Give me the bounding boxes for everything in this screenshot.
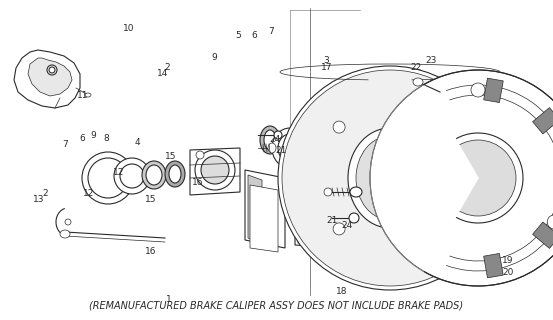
- Ellipse shape: [142, 161, 166, 189]
- Text: 23: 23: [426, 56, 437, 65]
- Text: 16: 16: [192, 178, 204, 187]
- Ellipse shape: [49, 67, 55, 73]
- Ellipse shape: [349, 213, 359, 223]
- Ellipse shape: [82, 152, 134, 204]
- Ellipse shape: [308, 128, 352, 176]
- Text: 2: 2: [43, 189, 48, 198]
- Polygon shape: [28, 58, 72, 96]
- Text: 16: 16: [145, 247, 156, 256]
- Ellipse shape: [435, 223, 447, 235]
- Ellipse shape: [547, 215, 553, 229]
- Ellipse shape: [278, 66, 502, 290]
- Polygon shape: [533, 222, 553, 248]
- Text: 8: 8: [104, 134, 109, 143]
- Text: 15: 15: [165, 152, 176, 161]
- Ellipse shape: [274, 131, 282, 139]
- Ellipse shape: [471, 83, 485, 97]
- Text: 7: 7: [268, 28, 274, 36]
- Ellipse shape: [195, 150, 235, 190]
- Polygon shape: [533, 108, 553, 134]
- Ellipse shape: [435, 121, 447, 133]
- Ellipse shape: [88, 158, 128, 198]
- Polygon shape: [298, 172, 315, 246]
- Text: 21: 21: [275, 146, 286, 155]
- Text: 9: 9: [90, 131, 96, 140]
- Ellipse shape: [290, 128, 330, 172]
- Text: 24: 24: [270, 135, 281, 144]
- Text: 22: 22: [410, 63, 421, 72]
- Text: 3: 3: [324, 56, 329, 65]
- Ellipse shape: [196, 151, 204, 159]
- Ellipse shape: [440, 140, 516, 216]
- Text: 6: 6: [252, 31, 257, 40]
- Text: 6: 6: [79, 134, 85, 143]
- Text: 9: 9: [212, 53, 217, 62]
- Text: 2: 2: [164, 63, 170, 72]
- Text: 17: 17: [321, 63, 332, 72]
- Ellipse shape: [348, 128, 432, 228]
- Text: 4: 4: [134, 138, 140, 147]
- Ellipse shape: [356, 136, 424, 220]
- Text: 15: 15: [145, 196, 156, 204]
- Wedge shape: [372, 86, 478, 270]
- Ellipse shape: [324, 188, 332, 196]
- Ellipse shape: [395, 215, 409, 229]
- Text: 5: 5: [235, 31, 241, 40]
- Text: 21: 21: [326, 216, 337, 225]
- Polygon shape: [248, 175, 262, 244]
- Ellipse shape: [260, 126, 280, 154]
- Ellipse shape: [433, 133, 523, 223]
- Ellipse shape: [85, 93, 91, 97]
- Polygon shape: [484, 78, 503, 103]
- Ellipse shape: [120, 164, 144, 188]
- Ellipse shape: [169, 165, 181, 183]
- Ellipse shape: [278, 134, 302, 162]
- Ellipse shape: [264, 130, 276, 150]
- Ellipse shape: [60, 230, 70, 238]
- Text: (REMANUFACTURED BRAKE CALIPER ASSY DOES NOT INCLUDE BRAKE PADS): (REMANUFACTURED BRAKE CALIPER ASSY DOES …: [90, 301, 463, 311]
- Ellipse shape: [201, 156, 229, 184]
- Text: 24: 24: [342, 221, 353, 230]
- Ellipse shape: [146, 165, 162, 185]
- Text: 14: 14: [158, 69, 169, 78]
- Ellipse shape: [268, 143, 276, 153]
- Ellipse shape: [333, 223, 345, 235]
- Ellipse shape: [272, 128, 308, 168]
- Polygon shape: [295, 168, 340, 248]
- Text: 20: 20: [502, 268, 513, 277]
- Ellipse shape: [65, 219, 71, 225]
- Text: 12: 12: [113, 168, 124, 177]
- Polygon shape: [484, 253, 503, 278]
- Polygon shape: [245, 170, 285, 248]
- Text: 7: 7: [62, 140, 68, 149]
- Ellipse shape: [114, 158, 150, 194]
- Text: 12: 12: [83, 189, 94, 198]
- Ellipse shape: [333, 121, 345, 133]
- Polygon shape: [190, 148, 240, 195]
- Ellipse shape: [413, 78, 423, 86]
- Ellipse shape: [282, 70, 498, 286]
- Text: 18: 18: [336, 287, 347, 296]
- Ellipse shape: [47, 65, 57, 75]
- Polygon shape: [250, 185, 278, 252]
- Text: 11: 11: [77, 92, 88, 100]
- Ellipse shape: [296, 134, 324, 166]
- Ellipse shape: [350, 187, 362, 197]
- Text: 1: 1: [166, 295, 171, 304]
- Ellipse shape: [314, 134, 346, 170]
- Text: 19: 19: [502, 256, 513, 265]
- Ellipse shape: [370, 70, 553, 286]
- Text: 10: 10: [123, 24, 134, 33]
- Ellipse shape: [165, 161, 185, 187]
- Text: 13: 13: [33, 196, 44, 204]
- Polygon shape: [14, 50, 80, 108]
